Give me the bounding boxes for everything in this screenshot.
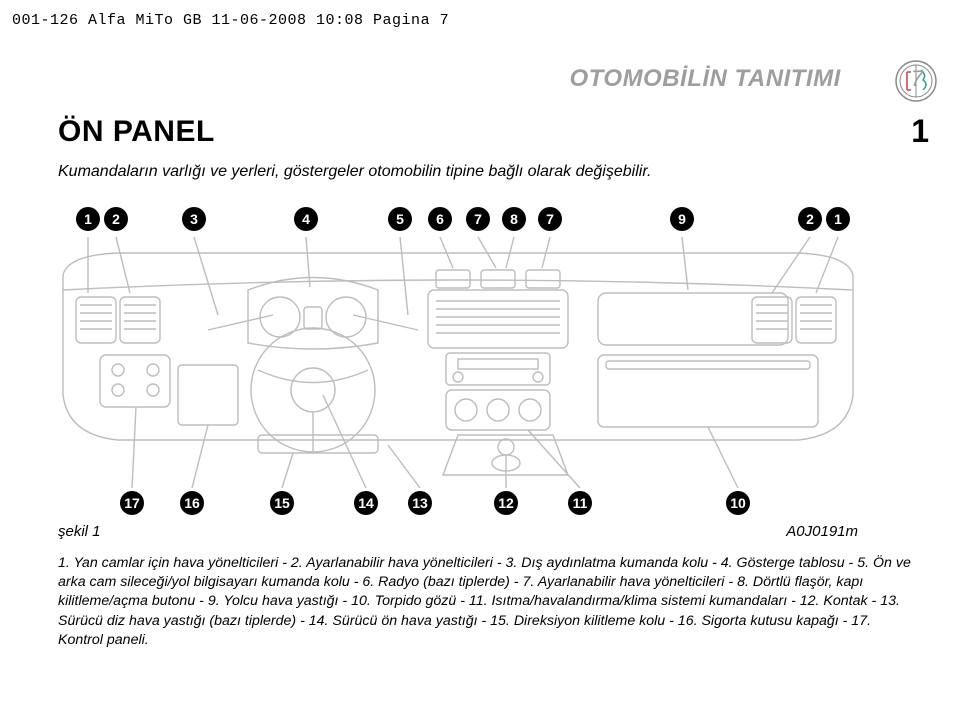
callout-14: 14	[354, 491, 378, 515]
callout-16: 16	[180, 491, 204, 515]
callout-15: 15	[270, 491, 294, 515]
callout-10: 10	[726, 491, 750, 515]
callout-7: 7	[466, 207, 490, 231]
callout-11: 11	[568, 491, 592, 515]
callout-1: 1	[76, 207, 100, 231]
figure-code: A0J0191m	[786, 523, 858, 540]
callout-4: 4	[294, 207, 318, 231]
print-header: 001-126 Alfa MiTo GB 11-06-2008 10:08 Pa…	[12, 12, 449, 29]
callout-17: 17	[120, 491, 144, 515]
callout-12: 12	[494, 491, 518, 515]
chapter-number: 1	[911, 113, 929, 150]
callout-9: 9	[670, 207, 694, 231]
callout-8: 8	[502, 207, 526, 231]
dashboard-illustration	[58, 235, 858, 490]
callout-2: 2	[798, 207, 822, 231]
figure-label: şekil 1	[58, 523, 101, 540]
legend-text: 1. Yan camlar için hava yönelticileri - …	[58, 554, 918, 650]
callout-5: 5	[388, 207, 412, 231]
section-title: OTOMOBİLİN TANITIMI	[570, 65, 841, 93]
callout-7: 7	[538, 207, 562, 231]
callout-1: 1	[826, 207, 850, 231]
subtitle: Kumandaların varlığı ve yerleri, gösterg…	[58, 163, 929, 181]
page-number: 7	[911, 66, 923, 92]
callout-13: 13	[408, 491, 432, 515]
callout-2: 2	[104, 207, 128, 231]
callout-6: 6	[428, 207, 452, 231]
callout-3: 3	[182, 207, 206, 231]
dashboard-diagram: 123456787921	[58, 207, 858, 517]
page-heading: ÖN PANEL	[58, 115, 929, 149]
